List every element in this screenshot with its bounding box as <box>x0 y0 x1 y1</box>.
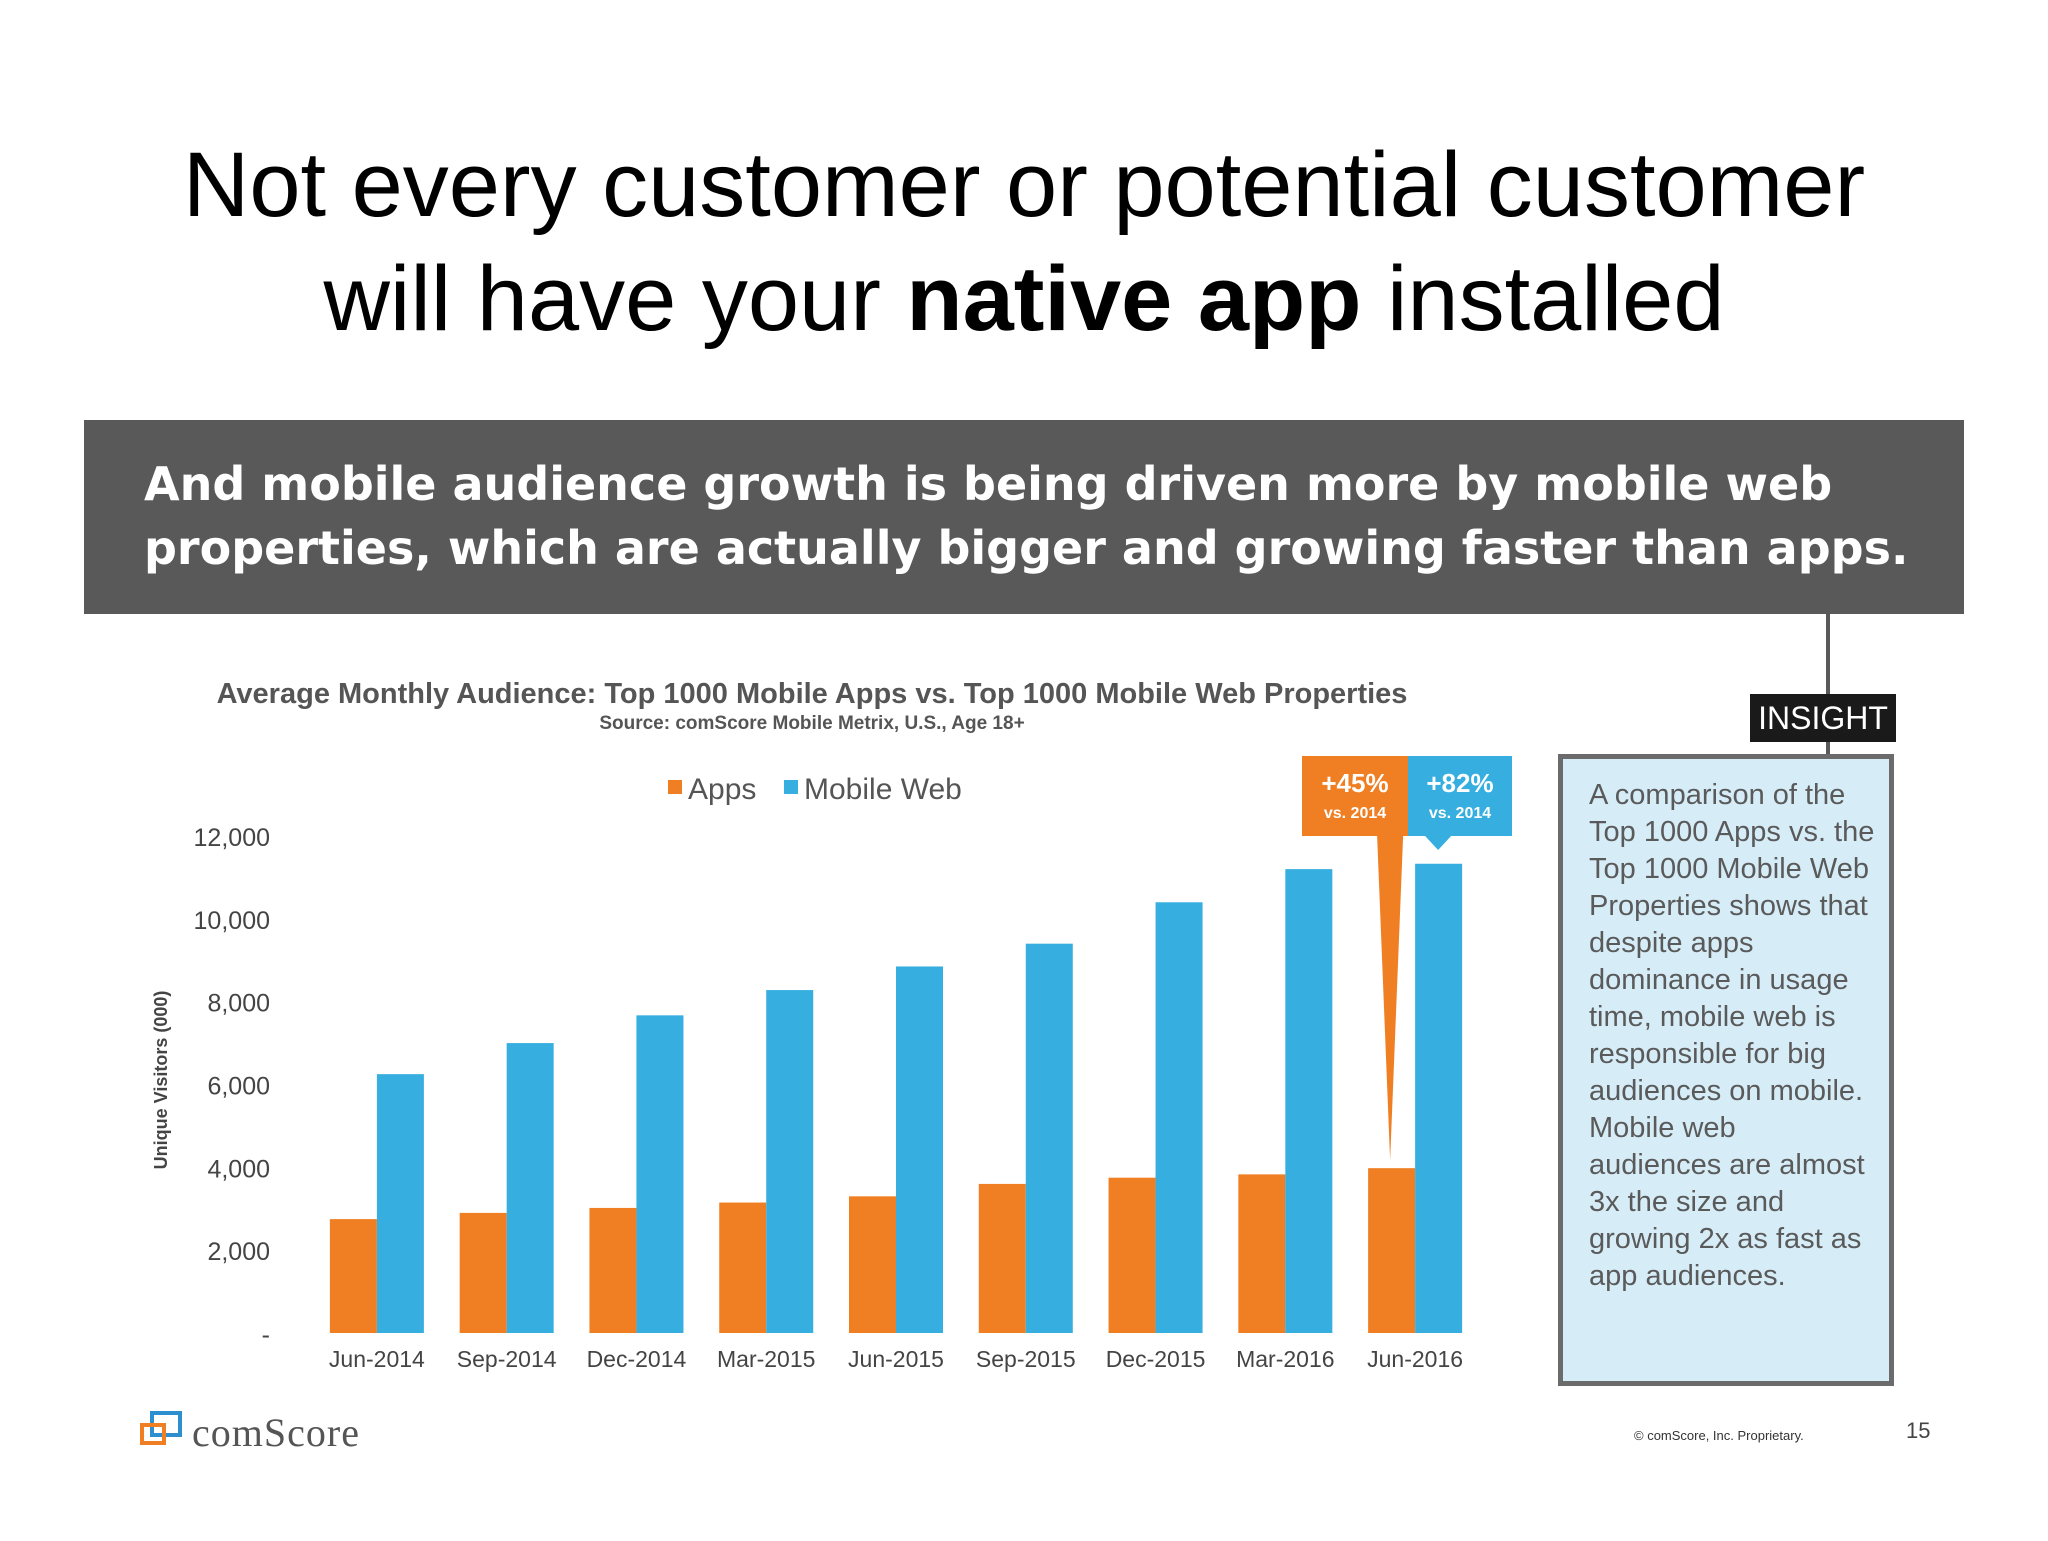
callout-apps-pointer <box>1377 836 1404 1161</box>
bar-apps <box>1368 1168 1416 1333</box>
y-tick-label: 10,000 <box>194 907 270 935</box>
bar-mobile-web <box>1415 863 1463 1333</box>
bar-mobile-web <box>896 966 943 1333</box>
bar-mobile-web <box>1025 943 1073 1333</box>
title-line-2: will have your native app installed <box>0 242 2048 356</box>
bar-apps <box>459 1212 507 1333</box>
bar-apps <box>849 1196 896 1333</box>
comscore-logo: comScore <box>136 1405 436 1461</box>
chart-subtitle: Source: comScore Mobile Metrix, U.S., Ag… <box>599 713 1024 734</box>
bar-apps <box>719 1202 767 1333</box>
x-tick-label: Mar-2015 <box>717 1346 815 1372</box>
x-tick-label: Mar-2016 <box>1236 1346 1334 1372</box>
title-emphasis: native app <box>906 248 1362 350</box>
growth-callouts: +45% vs. 2014 +82% vs. 2014 <box>1302 756 1512 1161</box>
x-tick-label: Jun-2015 <box>848 1346 944 1372</box>
y-tick-label: 4,000 <box>207 1155 270 1183</box>
legend-label-mobile-web: Mobile Web <box>804 773 962 806</box>
x-tick-label: Sep-2014 <box>457 1346 557 1372</box>
callout-web-value: +82% <box>1426 768 1493 798</box>
x-tick-label: Jun-2016 <box>1367 1346 1463 1372</box>
bar-mobile-web <box>636 1015 684 1333</box>
bar-mobile-web <box>766 990 814 1333</box>
title-line-2-post: installed <box>1361 248 1725 350</box>
legend-swatch-mobile-web <box>784 780 798 794</box>
callout-web-box <box>1408 756 1512 836</box>
x-tick-label: Dec-2014 <box>587 1346 687 1372</box>
insight-box: A comparison of the Top 1000 Apps vs. th… <box>1558 754 1894 1386</box>
bar-apps <box>1108 1177 1156 1333</box>
bar-apps <box>589 1207 637 1333</box>
x-axis: Jun-2014 Sep-2014 Dec-2014 Mar-2015 Jun-2015… <box>329 1346 1463 1372</box>
chart-legend: Apps Mobile Web <box>668 773 962 806</box>
insight-label: INSIGHT <box>1750 694 1896 742</box>
banner-line-2: properties, which are actually bigger an… <box>144 521 1909 575</box>
bar-mobile-web <box>376 1074 424 1333</box>
x-tick-label: Jun-2014 <box>329 1346 425 1372</box>
insight-connector-line <box>1826 614 1830 758</box>
chart-title: Average Monthly Audience: Top 1000 Mobil… <box>217 678 1408 710</box>
y-tick-label: 12,000 <box>194 824 270 852</box>
x-tick-label: Sep-2015 <box>976 1346 1076 1372</box>
legend-swatch-apps <box>668 780 682 794</box>
callout-web-sub: vs. 2014 <box>1429 805 1491 822</box>
y-tick-label: 6,000 <box>207 1073 270 1101</box>
bar-apps <box>978 1183 1026 1333</box>
bars <box>329 863 1463 1333</box>
comscore-logo-text: comScore <box>192 1410 360 1455</box>
headline-banner: And mobile audience growth is being driv… <box>84 420 1964 614</box>
callout-apps-value: +45% <box>1321 768 1388 798</box>
title-line-1: Not every customer or potential customer <box>182 134 1866 236</box>
y-tick-label: - <box>262 1321 270 1349</box>
comscore-logo-icon <box>140 1411 182 1445</box>
callout-apps-box <box>1302 756 1408 836</box>
callout-apps-sub: vs. 2014 <box>1324 805 1386 822</box>
bar-apps <box>1238 1174 1286 1333</box>
callout-web-pointer <box>1425 836 1452 850</box>
y-tick-label: 2,000 <box>207 1238 270 1266</box>
slide-title: Not every customer or potential customer… <box>0 128 2048 356</box>
x-tick-label: Dec-2015 <box>1106 1346 1206 1372</box>
copyright-notice: © comScore, Inc. Proprietary. <box>1634 1428 1804 1443</box>
y-axis: - 2,000 4,000 6,000 8,000 10,000 12,000 <box>194 824 270 1349</box>
legend-label-apps: Apps <box>688 773 756 806</box>
title-line-2-pre: will have your <box>323 248 907 350</box>
y-axis-label: Unique Visitors (000) <box>151 991 171 1170</box>
bar-apps <box>329 1219 377 1333</box>
bar-mobile-web <box>1285 869 1333 1333</box>
banner-line-1: And mobile audience growth is being driv… <box>144 457 1833 511</box>
y-tick-label: 8,000 <box>207 990 270 1018</box>
page-number: 15 <box>1906 1418 1931 1443</box>
insight-text: A comparison of the Top 1000 Apps vs. th… <box>1589 779 1875 1292</box>
bar-mobile-web <box>1155 902 1203 1333</box>
bar-mobile-web <box>506 1043 554 1333</box>
